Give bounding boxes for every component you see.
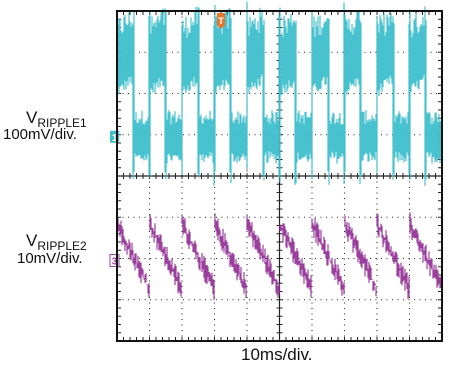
trigger-marker-shape — [217, 13, 225, 29]
ch1-marker-text: 1 — [112, 133, 118, 144]
trace-vripple1-envelope — [116, 1, 443, 186]
ch1-label-main: V — [26, 108, 38, 127]
ch2-label: VRIPPLE2 — [26, 231, 87, 253]
ch3-marker-text: 3 — [112, 257, 118, 268]
ch1-marker-box — [110, 130, 119, 143]
ch1-label: VRIPPLE1 — [26, 108, 87, 130]
screen-frame — [116, 10, 443, 342]
trigger-marker-text: T — [218, 16, 224, 26]
ch1-right-arrow — [437, 131, 442, 142]
ch1-marker: 1 — [110, 130, 119, 144]
trace-vripple1 — [116, 1, 443, 186]
trigger-marker: T — [217, 13, 225, 29]
ch1-scale-label: 100mV/div. — [3, 126, 77, 143]
ch1-label-sub: RIPPLE1 — [37, 116, 87, 130]
ch2-scale-label: 10mV/div. — [17, 250, 83, 267]
ch2-label-main: V — [26, 231, 38, 250]
ch3-marker: 3 — [109, 254, 120, 268]
channel-markers: 1 3 T — [109, 13, 442, 268]
ch2-label-sub: RIPPLE2 — [37, 239, 87, 253]
ch3-marker-box — [109, 254, 120, 268]
time-scale-label: 10ms/div. — [241, 345, 313, 364]
